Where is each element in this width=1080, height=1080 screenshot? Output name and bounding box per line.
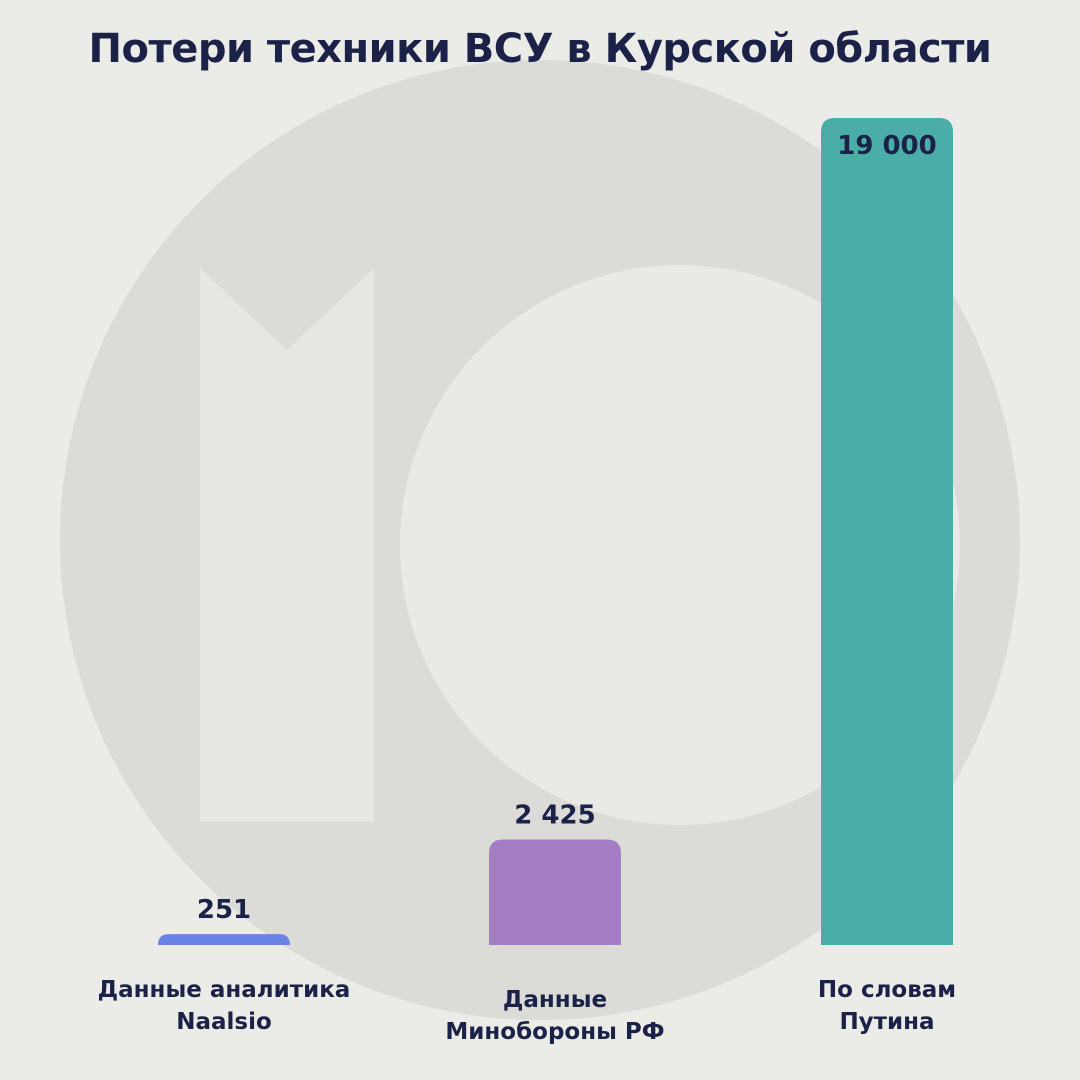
value-label-2: 2 425 xyxy=(514,800,595,830)
category-label-1: Данные аналитика Naalsio xyxy=(98,977,351,1035)
value-label-3: 19 000 xyxy=(837,131,937,161)
value-label-1: 251 xyxy=(197,895,251,925)
bar-1 xyxy=(158,934,290,945)
background-logo-inner-circle xyxy=(400,265,960,825)
bar-3 xyxy=(821,118,953,945)
category-label-2: Данные Минобороны РФ xyxy=(445,987,664,1045)
chart-title: Потери техники ВСУ в Курской области xyxy=(88,26,992,72)
background-logo-m-shape xyxy=(200,268,374,822)
bar-2 xyxy=(489,839,621,945)
category-label-3: По словам Путина xyxy=(818,977,956,1035)
